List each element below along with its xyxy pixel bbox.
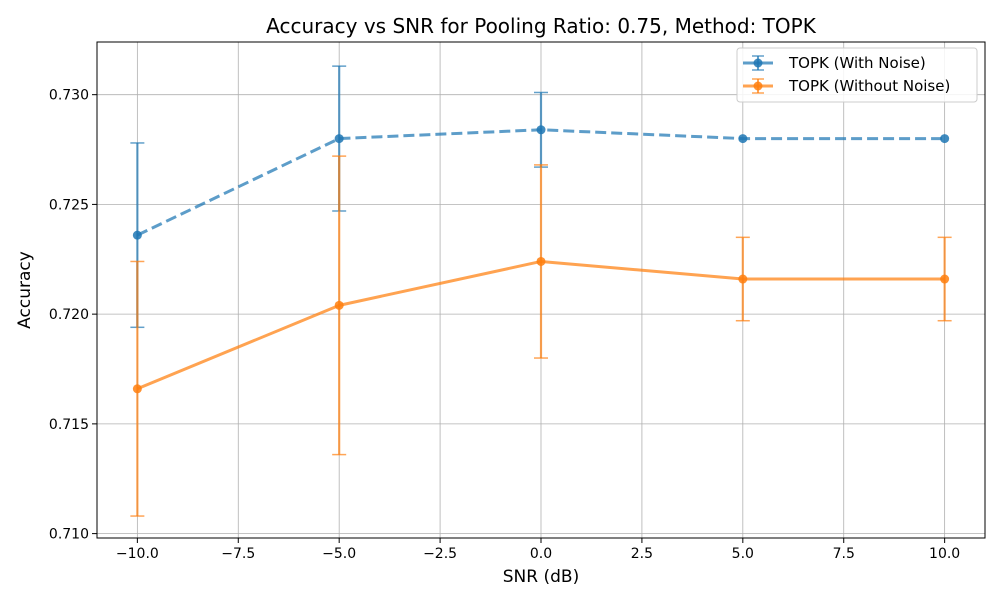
series-2 bbox=[130, 155, 952, 517]
x-tick-label: 0.0 bbox=[530, 546, 552, 562]
legend: TOPK (With Noise) TOPK (Without Noise) bbox=[736, 47, 978, 103]
data-point bbox=[940, 274, 950, 284]
x-tick-label: 2.5 bbox=[631, 546, 653, 562]
x-tick-label: 10.0 bbox=[929, 546, 960, 562]
ticks: −10.0 −7.5 −5.0 −2.5 0.0 2.5 5.0 7.5 10.0 0.710 0.… bbox=[49, 88, 960, 562]
data-point bbox=[334, 300, 344, 310]
data-point bbox=[132, 384, 142, 394]
data-point bbox=[738, 274, 748, 284]
chart-title: Accuracy vs SNR for Pooling Ratio: 0.75,… bbox=[266, 14, 817, 38]
legend-box bbox=[736, 47, 978, 103]
data-point bbox=[536, 125, 546, 135]
y-tick-label: 0.725 bbox=[49, 197, 89, 213]
y-tick-label: 0.715 bbox=[49, 417, 89, 433]
data-point bbox=[334, 134, 344, 144]
x-tick-label: −5.0 bbox=[322, 546, 356, 562]
x-axis-title: SNR (dB) bbox=[503, 567, 579, 587]
data-point bbox=[132, 230, 142, 240]
x-tick-label: −7.5 bbox=[221, 546, 255, 562]
y-axis-title: Accuracy bbox=[15, 251, 35, 329]
legend-label: TOPK (With Noise) bbox=[788, 54, 926, 72]
legend-label: TOPK (Without Noise) bbox=[788, 77, 950, 95]
x-tick-label: 5.0 bbox=[732, 546, 754, 562]
x-tick-label: −10.0 bbox=[116, 546, 159, 562]
legend-marker bbox=[753, 81, 763, 91]
y-tick-label: 0.730 bbox=[49, 88, 89, 104]
legend-marker bbox=[753, 58, 763, 68]
data-point bbox=[738, 134, 748, 144]
y-tick-label: 0.720 bbox=[49, 307, 89, 323]
x-tick-label: −2.5 bbox=[423, 546, 457, 562]
series-layer bbox=[130, 65, 952, 517]
data-point bbox=[536, 256, 546, 266]
data-point bbox=[940, 134, 950, 144]
series-1 bbox=[130, 65, 950, 329]
x-tick-label: 7.5 bbox=[833, 546, 855, 562]
y-tick-label: 0.710 bbox=[49, 527, 89, 543]
